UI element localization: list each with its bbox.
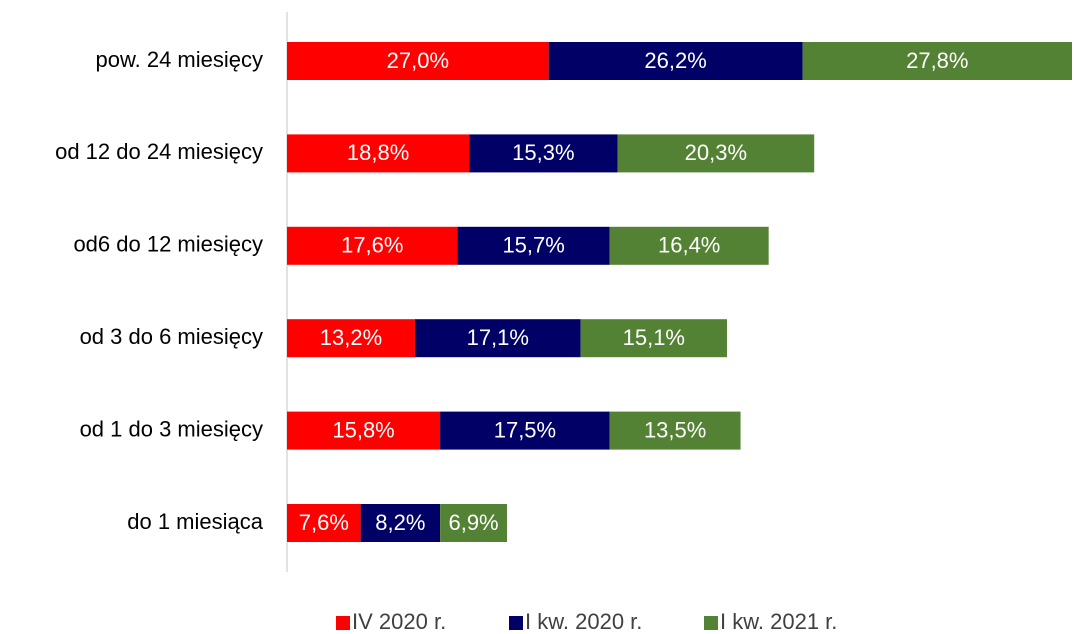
data-label: 8,2% [375,510,425,535]
bar-segment [469,134,618,173]
y-tick-label: do 1 miesiąca [127,509,264,534]
legend-swatch [336,616,350,630]
data-label: 15,7% [502,233,564,258]
data-label: 15,3% [512,140,574,165]
data-label: 16,4% [658,233,720,258]
data-label: 6,9% [448,510,498,535]
data-label: 15,1% [623,325,685,350]
data-label: 20,3% [685,140,747,165]
data-label: 26,2% [644,48,706,73]
data-label: 18,8% [347,140,409,165]
bar-segment [609,411,741,450]
y-tick-label: od 12 do 24 miesięcy [55,139,263,164]
bar-segment [440,504,507,542]
y-tick-label: od6 do 12 miesięcy [73,232,263,257]
data-label: 13,5% [644,417,706,442]
y-tick-label: od 3 do 6 miesięcy [80,324,263,349]
bar-segment [609,226,769,265]
data-label: 27,0% [387,48,449,73]
bar-segment [617,134,815,173]
bar-segment [287,134,470,173]
bar-segment [580,319,727,358]
data-label: 17,1% [467,325,529,350]
data-label: 15,8% [332,417,394,442]
bar-segment [360,504,441,542]
bar-segment [287,411,441,450]
legend-label: I kw. 2021 r. [720,609,837,634]
data-label: 27,8% [906,48,968,73]
data-label: 17,6% [341,233,403,258]
y-tick-label: pow. 24 miesięcy [95,47,263,72]
legend-label: I kw. 2020 r. [525,609,642,634]
legend-label: IV 2020 r. [352,609,446,634]
data-label: 7,6% [299,510,349,535]
y-tick-label: od 1 do 3 miesięcy [80,416,263,441]
legend-swatch [509,616,523,630]
bar-segment [414,319,581,358]
bar-segment [287,319,415,358]
legend-swatch [704,616,718,630]
bar-segment [802,42,1072,80]
bar-segment [287,226,458,265]
data-label: 13,2% [320,325,382,350]
data-label: 17,5% [494,417,556,442]
bar-segment [287,504,361,542]
bar-segment [457,226,610,265]
bar-segment [548,42,803,80]
bar-segment [287,42,549,80]
bar-segment [440,411,610,450]
